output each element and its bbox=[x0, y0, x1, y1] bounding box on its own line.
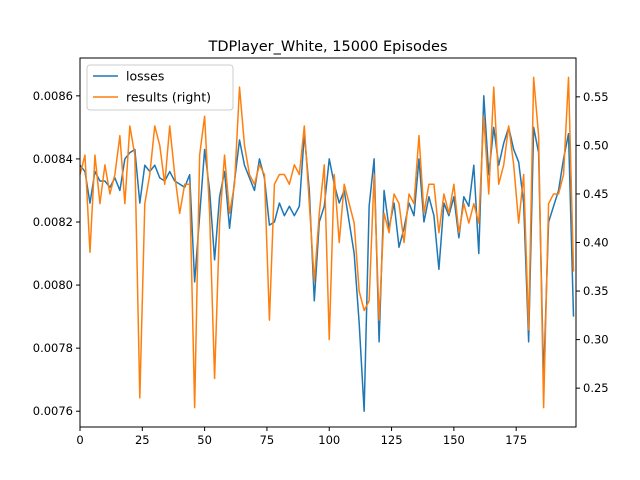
y-right-tick-label: 0.30 bbox=[583, 333, 609, 347]
chart-title: TDPlayer_White, 15000 Episodes bbox=[207, 39, 447, 55]
y-left-tick-label: 0.0084 bbox=[33, 152, 73, 166]
x-tick-label: 50 bbox=[197, 433, 212, 447]
legend: losses results (right) bbox=[86, 64, 234, 111]
y-left-tick-label: 0.0086 bbox=[33, 89, 73, 103]
x-tick-label: 100 bbox=[318, 433, 340, 447]
x-tick-label: 175 bbox=[505, 433, 527, 447]
series-layer bbox=[79, 76, 575, 412]
y-right-tick-label: 0.45 bbox=[583, 187, 609, 201]
y-right-tick-label: 0.35 bbox=[583, 284, 609, 298]
x-tick-label: 75 bbox=[260, 433, 275, 447]
legend-box bbox=[86, 64, 234, 111]
y-left-tick-label: 0.0080 bbox=[33, 278, 73, 292]
y-left-tick-label: 0.0076 bbox=[33, 404, 73, 418]
y-right-tick-label: 0.25 bbox=[583, 381, 609, 395]
legend-label-1: results (right) bbox=[126, 90, 211, 105]
y-left-tick-label: 0.0078 bbox=[33, 341, 73, 355]
y-right-tick-label: 0.40 bbox=[583, 236, 609, 250]
series-line-1 bbox=[79, 76, 575, 409]
x-tick-label: 125 bbox=[381, 433, 403, 447]
x-axis: 0 25 50 75 100 125 150 175 bbox=[76, 427, 527, 447]
x-tick-label: 0 bbox=[76, 433, 83, 447]
x-tick-label: 150 bbox=[443, 433, 465, 447]
y-left-tick-label: 0.0082 bbox=[33, 215, 73, 229]
y-left-axis: 0.0076 0.0078 0.0080 0.0082 0.0084 0.0086 bbox=[33, 89, 80, 418]
legend-label-0: losses bbox=[126, 69, 164, 84]
y-right-tick-label: 0.50 bbox=[583, 138, 609, 152]
y-right-axis: 0.25 0.30 0.35 0.40 0.45 0.50 0.55 bbox=[576, 90, 609, 395]
y-right-tick-label: 0.55 bbox=[583, 90, 609, 104]
x-tick-label: 25 bbox=[135, 433, 150, 447]
